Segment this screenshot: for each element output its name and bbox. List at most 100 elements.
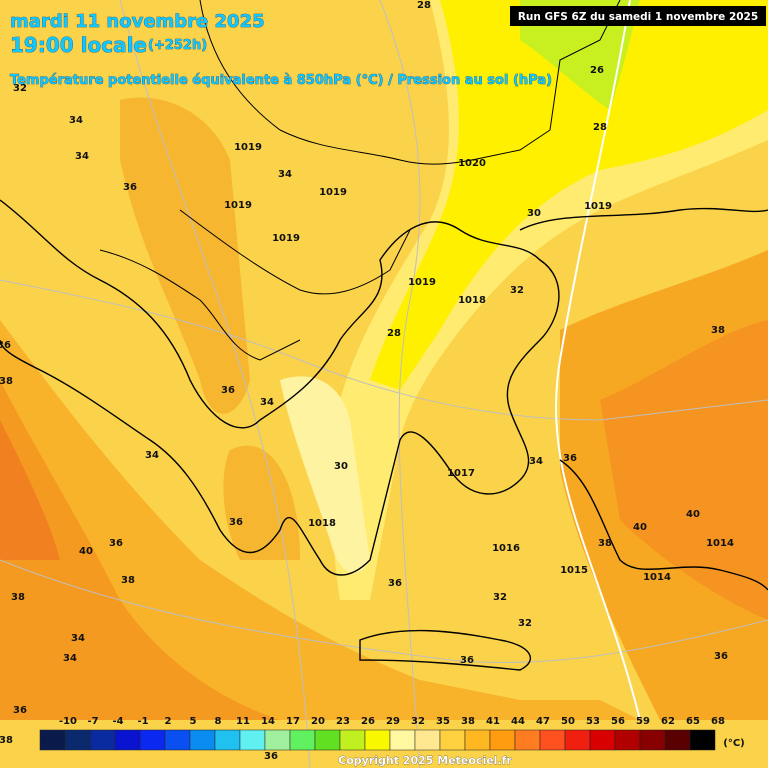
isobar: [119, 0, 311, 768]
legend-label: 53: [586, 716, 600, 727]
front-line: [555, 0, 641, 721]
legend-label: -4: [112, 716, 123, 727]
warm-region: [120, 97, 250, 414]
legend-swatch: [264, 729, 291, 751]
legend-label: 68: [711, 716, 725, 727]
isobar: [0, 279, 768, 421]
contour-label: 1019: [584, 201, 612, 212]
legend-swatch: [214, 729, 241, 751]
legend-swatch: [389, 729, 416, 751]
coastline: [0, 199, 560, 576]
contour-label: 36: [0, 340, 11, 351]
legend-swatch: [364, 729, 391, 751]
legend-label: -10: [59, 716, 77, 727]
legend-swatch: [164, 729, 191, 751]
contour-label: 36: [229, 517, 243, 528]
copyright: Copyright 2025 Meteociel.fr: [338, 754, 512, 767]
contour-label: 36: [221, 385, 235, 396]
contour-label: 30: [527, 208, 541, 219]
contour-label: 28: [417, 0, 431, 11]
warm-region: [0, 380, 280, 720]
contour-label: 28: [593, 122, 607, 133]
legend-label: 65: [686, 716, 700, 727]
legend-swatch: [564, 729, 591, 751]
contour-label: 1016: [492, 543, 520, 554]
legend-label: 35: [436, 716, 450, 727]
contour-label: 32: [13, 83, 27, 94]
legend-label: 32: [411, 716, 425, 727]
legend: -10 -7 -4 -1 2 5 8 11 14 17 20 23 26 29 32 35 38 41 44 47 50…: [39, 716, 725, 751]
legend-swatch: [639, 729, 666, 751]
run-box: [510, 6, 766, 26]
contour-label: 38: [0, 376, 13, 387]
contour-label: 34: [69, 115, 83, 126]
contour-label: 34: [71, 633, 85, 644]
legend-label: -1: [137, 716, 148, 727]
contour-label: 36: [563, 453, 577, 464]
contour-label: 38: [0, 735, 13, 746]
contour-label: 1019: [272, 233, 300, 244]
legend-swatch: [239, 729, 266, 751]
contour-label: 34: [75, 151, 89, 162]
cool-region: [280, 376, 370, 574]
contour-label: 30: [334, 461, 348, 472]
contour-label: 1014: [706, 538, 734, 549]
warm-region: [600, 320, 768, 620]
run-info: Run GFS 6Z du samedi 1 novembre 2025: [518, 11, 758, 23]
contour-label: 36: [460, 655, 474, 666]
legend-label: 20: [311, 716, 325, 727]
contour-label: 38: [598, 538, 612, 549]
legend-label: 8: [215, 716, 222, 727]
contour-label: 26: [590, 65, 604, 76]
cool-region: [370, 0, 768, 390]
legend-label: 50: [561, 716, 575, 727]
legend-swatch: [139, 729, 166, 751]
legend-swatch: [339, 729, 366, 751]
warm-region: [0, 420, 60, 560]
contour-label: 1020: [458, 158, 486, 169]
contour-label: 36: [109, 538, 123, 549]
legend-swatch: [439, 729, 466, 751]
warm-region: [0, 320, 640, 720]
contour-label: 36: [714, 651, 728, 662]
border: [99, 249, 301, 361]
legend-label: 26: [361, 716, 375, 727]
date: mardi 11 novembre 2025: [10, 11, 265, 32]
legend-label: 56: [611, 716, 625, 727]
isobar: [379, 0, 421, 768]
coastline: [359, 629, 532, 671]
legend-label: 5: [190, 716, 197, 727]
legend-swatch: [514, 729, 541, 751]
legend-swatch: [664, 729, 691, 751]
time: 19:00 locale: [10, 33, 147, 57]
legend-label: 29: [386, 716, 400, 727]
contour-label: 36: [388, 578, 402, 589]
contour-label: 40: [686, 509, 700, 520]
contour-label: 36: [264, 751, 278, 762]
legend-label: 17: [286, 716, 300, 727]
contour-label: 1015: [560, 565, 588, 576]
legend-label: 2: [165, 716, 172, 727]
contour-label: 40: [79, 546, 93, 557]
legend-swatch: [39, 729, 66, 751]
legend-swatch: [489, 729, 516, 751]
legend-label: 59: [636, 716, 650, 727]
legend-label: 62: [661, 716, 675, 727]
legend-swatch: [414, 729, 441, 751]
contour-label: 32: [510, 285, 524, 296]
legend-label: -7: [87, 716, 98, 727]
legend-swatch: [189, 729, 216, 751]
contour-label: 34: [145, 450, 159, 461]
legend-label: 44: [511, 716, 525, 727]
coastline: [559, 459, 768, 591]
legend-swatch: [89, 729, 116, 751]
contour-label: 1019: [319, 187, 347, 198]
contour-label: 1017: [447, 468, 475, 479]
contour-label: 36: [123, 182, 137, 193]
isobar: [0, 559, 768, 664]
legend-swatch: [289, 729, 316, 751]
contour-label: 34: [278, 169, 292, 180]
contour-label: 38: [711, 325, 725, 336]
border: [199, 0, 621, 165]
